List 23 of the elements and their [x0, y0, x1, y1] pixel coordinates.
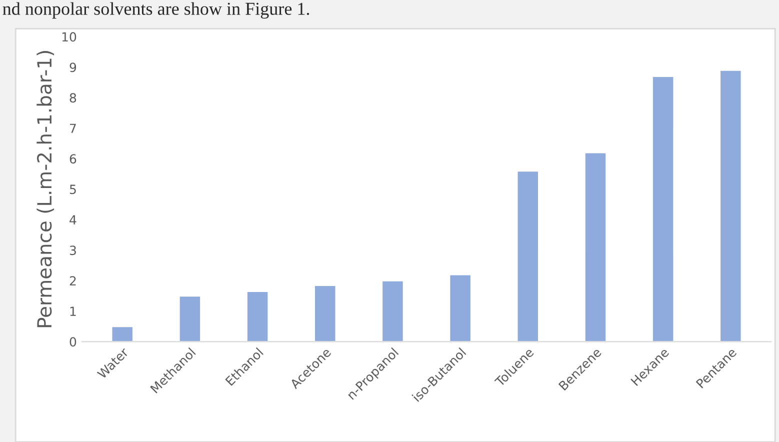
bar	[516, 170, 540, 342]
y-tick-label: 7	[70, 124, 76, 133]
y-axis-title: Permeance (L.m-2.h-1.bar-1)	[36, 51, 54, 328]
y-tick-label: 1	[70, 306, 76, 316]
y-tick-label: 8	[70, 93, 76, 103]
y-tick-label: 9	[70, 62, 76, 72]
bar	[381, 280, 404, 342]
y-tick-label: 6	[70, 154, 76, 164]
bar	[314, 284, 337, 342]
text: nd nonpolar solvents are show in Figure 1.	[2, 2, 310, 19]
bar	[178, 295, 202, 342]
bar	[246, 290, 270, 342]
bar	[584, 152, 607, 342]
y-tick-label: 2	[70, 276, 76, 286]
bar	[448, 274, 472, 342]
y-tick-label: 0	[70, 337, 76, 347]
bar	[110, 326, 134, 342]
y-tick-label: 4	[70, 215, 76, 224]
bar	[652, 76, 675, 342]
bar	[719, 70, 742, 342]
y-tick-label: 5	[70, 184, 76, 194]
y-tick-label: 3	[70, 246, 76, 256]
y-tick-label: 10	[62, 32, 76, 42]
